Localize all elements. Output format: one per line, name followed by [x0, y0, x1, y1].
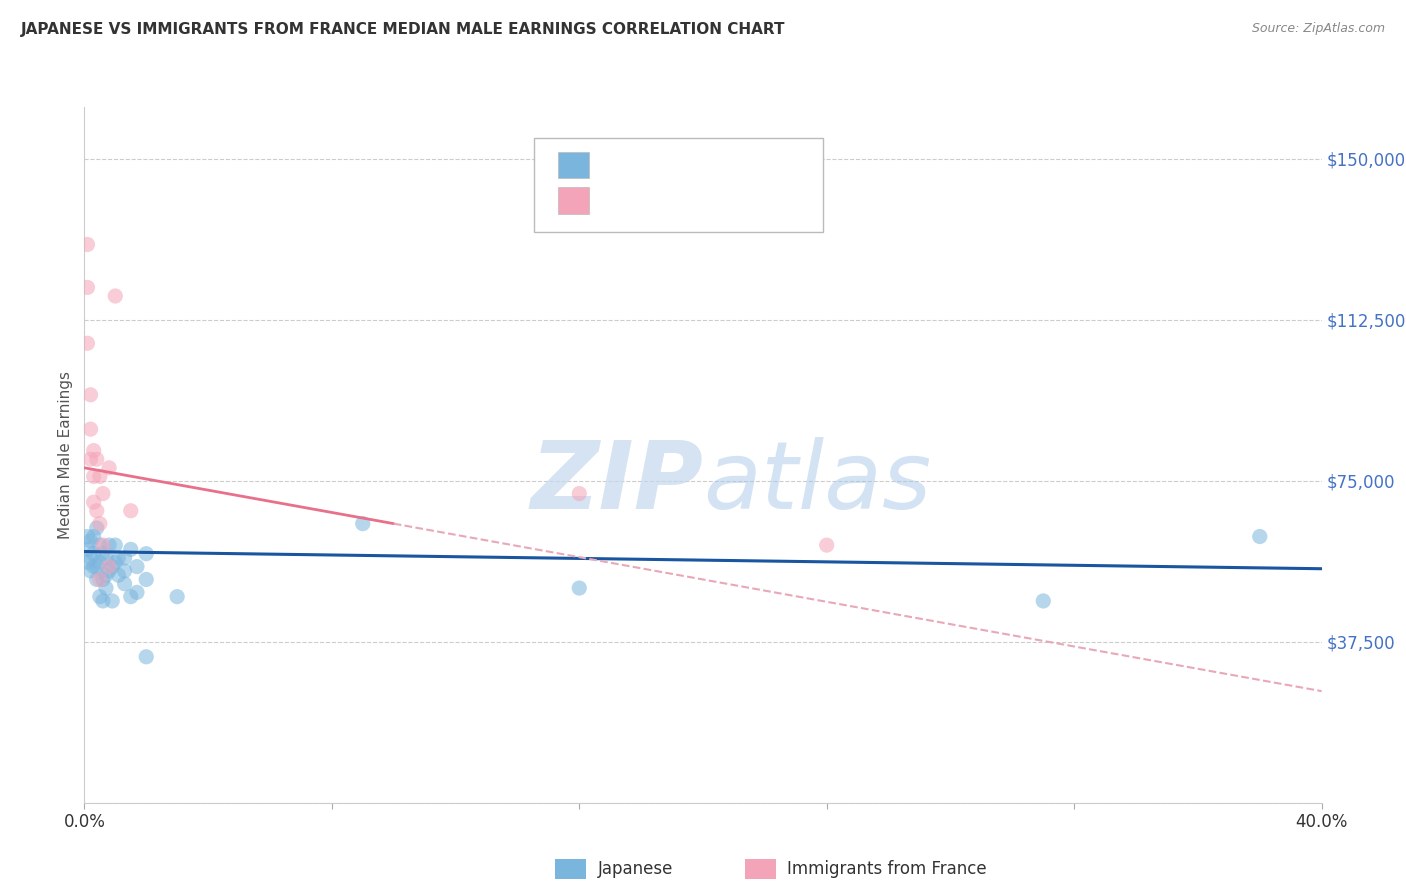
Text: Source: ZipAtlas.com: Source: ZipAtlas.com [1251, 22, 1385, 36]
Point [76, 237, 98, 252]
Point [166, 590, 188, 604]
Text: R =: R = [600, 192, 640, 210]
Text: ZIP: ZIP [530, 437, 703, 529]
Point [120, 542, 142, 557]
Point [83, 469, 105, 483]
Text: JAPANESE VS IMMIGRANTS FROM FRANCE MEDIAN MALE EARNINGS CORRELATION CHART: JAPANESE VS IMMIGRANTS FROM FRANCE MEDIA… [21, 22, 786, 37]
Point [76, 280, 98, 294]
Point [98, 538, 121, 552]
Point [815, 538, 838, 552]
Text: 43: 43 [758, 156, 783, 174]
Point [79, 533, 101, 548]
Point [114, 551, 136, 566]
Point [1249, 529, 1271, 543]
Point [104, 538, 127, 552]
Point [79, 388, 101, 402]
Point [76, 542, 98, 557]
Point [86, 504, 108, 518]
Point [568, 486, 591, 500]
Point [79, 564, 101, 578]
Point [135, 547, 157, 561]
Text: -0.206: -0.206 [640, 192, 704, 210]
Point [86, 573, 108, 587]
Point [79, 551, 101, 566]
Point [76, 336, 98, 351]
Point [86, 452, 108, 467]
Point [91, 573, 114, 587]
Point [135, 573, 157, 587]
Point [101, 594, 124, 608]
Point [91, 538, 114, 552]
Point [107, 568, 129, 582]
Point [1032, 594, 1054, 608]
Point [98, 460, 121, 475]
Text: N =: N = [713, 156, 765, 174]
Text: 22: 22 [758, 192, 783, 210]
Point [89, 590, 111, 604]
Point [79, 422, 101, 436]
Point [91, 594, 114, 608]
Text: -0.090: -0.090 [640, 156, 704, 174]
Point [125, 559, 148, 574]
Point [120, 504, 142, 518]
Point [86, 521, 108, 535]
Text: atlas: atlas [703, 437, 931, 528]
Point [101, 559, 124, 574]
Text: R =: R = [600, 156, 640, 174]
Text: N =: N = [713, 192, 765, 210]
Point [98, 564, 121, 578]
Point [104, 289, 127, 303]
Point [89, 538, 111, 552]
Point [83, 529, 105, 543]
Point [89, 469, 111, 483]
Point [83, 547, 105, 561]
Point [114, 576, 136, 591]
Point [125, 585, 148, 599]
Point [79, 452, 101, 467]
Point [94, 551, 117, 566]
Y-axis label: Median Male Earnings: Median Male Earnings [58, 371, 73, 539]
Point [89, 573, 111, 587]
Point [107, 551, 129, 566]
Point [104, 555, 127, 569]
Point [98, 559, 121, 574]
Point [135, 649, 157, 664]
Point [76, 529, 98, 543]
Point [120, 590, 142, 604]
Text: Immigrants from France: Immigrants from France [787, 860, 987, 878]
Point [94, 568, 117, 582]
Point [83, 495, 105, 509]
Point [114, 564, 136, 578]
Point [89, 555, 111, 569]
Point [83, 559, 105, 574]
Point [568, 581, 591, 595]
Point [91, 486, 114, 500]
Point [91, 547, 114, 561]
Text: Japanese: Japanese [598, 860, 673, 878]
Point [83, 443, 105, 458]
Point [352, 516, 374, 531]
Point [86, 559, 108, 574]
Point [76, 555, 98, 569]
Point [89, 516, 111, 531]
Point [94, 581, 117, 595]
